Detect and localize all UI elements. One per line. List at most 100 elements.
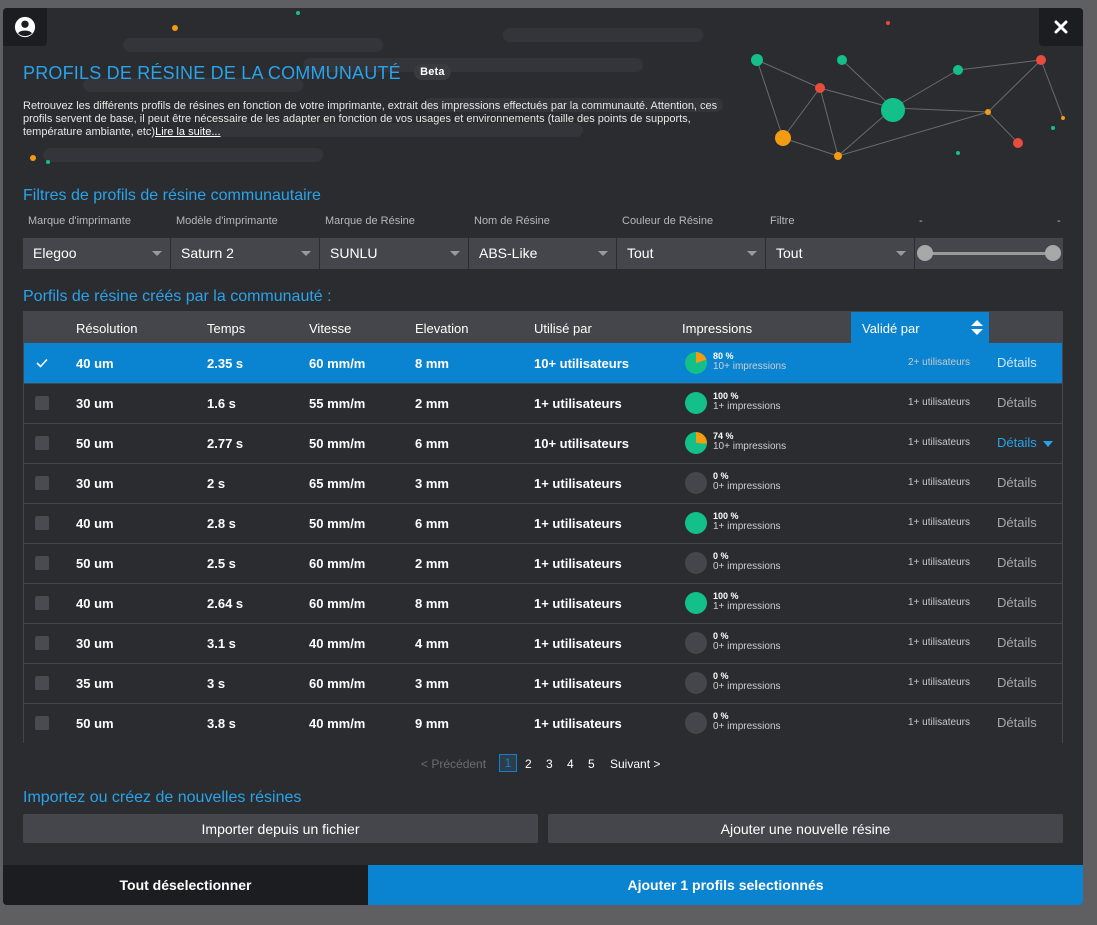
add-resin-button[interactable]: Ajouter une nouvelle résine [548,814,1063,843]
footer: Tout déselectionner Ajouter 1 profils se… [3,865,1083,905]
add-selected-button[interactable]: Ajouter 1 profils selectionnés [368,865,1083,905]
details-link[interactable]: Détails [997,675,1037,690]
table-row[interactable]: 30 um 3.1 s 40 mm/m 4 mm 1+ utilisateurs 0 % 0… [24,623,1062,663]
pagination-prev[interactable]: < Précédent [421,757,487,771]
details-label: Détails [997,355,1037,370]
success-rate: 100 % [713,591,739,601]
resin-name-select[interactable]: ABS-Like [469,238,617,269]
column-header-resolution[interactable]: Résolution [76,321,138,336]
filter-label: - [1057,215,1061,227]
details-link[interactable]: Détails [997,355,1037,370]
details-label: Détails [997,395,1037,410]
pagination-page-5[interactable]: 5 [588,757,595,771]
table-row[interactable]: 50 um 3.8 s 40 mm/m 9 mm 1+ utilisateurs 0 % 0… [24,703,1062,743]
resin-color-select[interactable]: Tout [617,238,766,269]
intro-paragraph: Retrouvez les différents profils de rési… [23,100,718,138]
deselect-all-button[interactable]: Tout déselectionner [3,865,368,905]
table-row[interactable]: 30 um 1.6 s 55 mm/m 2 mm 1+ utilisateurs 100 … [24,383,1062,423]
cell-res: 50 um [76,436,114,451]
column-header-prints[interactable]: Impressions [682,321,753,336]
print-count: 0+ impressions [713,681,781,692]
table-row[interactable]: 30 um 2 s 65 mm/m 3 mm 1+ utilisateurs 0 % 0+ … [24,463,1062,503]
cell-time: 2.35 s [207,356,244,371]
printer-brand-select[interactable]: Elegoo [23,238,171,269]
cell-used: 1+ utilisateurs [534,516,622,531]
pagination-page-1[interactable]: 1 [499,754,517,772]
cell-used: 10+ utilisateurs [534,356,630,371]
cell-speed: 60 mm/m [309,356,366,371]
filter-select[interactable]: Tout [766,238,915,269]
select-value: Elegoo [33,245,77,261]
column-header-used-by[interactable]: Utilisé par [534,321,592,336]
table-row[interactable]: 40 um 2.8 s 50 mm/m 6 mm 1+ utilisateurs 100 … [24,503,1062,543]
table-row[interactable]: 40 um 2.64 s 60 mm/m 8 mm 1+ utilisateurs 100… [24,583,1062,623]
cell-speed: 60 mm/m [309,556,366,571]
pagination-next[interactable]: Suivant > [610,757,661,771]
filter-label: Modèle d'imprimante [176,215,278,227]
success-rate: 100 % [713,511,739,521]
import-file-button[interactable]: Importer depuis un fichier [23,814,538,843]
details-link[interactable]: Détails [997,395,1037,410]
row-checkbox[interactable] [35,476,49,490]
cell-elev: 3 mm [415,476,449,491]
row-checkbox[interactable] [35,676,49,690]
column-header-validated-by[interactable]: Validé par [851,312,989,343]
details-link[interactable]: Détails [997,715,1037,730]
read-more-link[interactable]: Lire la suite... [155,126,221,138]
filter-label: - [919,215,923,227]
row-checkbox[interactable] [35,716,49,730]
slider-handle-min[interactable] [917,245,933,261]
cell-speed: 50 mm/m [309,436,366,451]
cell-res: 40 um [76,356,114,371]
details-link[interactable]: Détails [997,435,1053,450]
cell-elev: 8 mm [415,356,449,371]
details-label: Détails [997,715,1037,730]
success-rate: 0 % [713,471,729,481]
table-row[interactable]: 40 um 2.35 s 60 mm/m 8 mm 10+ utilisateurs 80… [24,343,1062,383]
table-row[interactable]: 50 um 2.5 s 60 mm/m 2 mm 1+ utilisateurs 0 % 0… [24,543,1062,583]
pagination-page-2[interactable]: 2 [525,757,532,771]
success-rate: 0 % [713,711,729,721]
row-checkbox[interactable] [35,356,49,370]
cell-res: 30 um [76,476,114,491]
range-slider[interactable] [915,238,1063,269]
details-link[interactable]: Détails [997,515,1037,530]
cell-used: 1+ utilisateurs [534,596,622,611]
cell-time: 1.6 s [207,396,236,411]
table-row[interactable]: 50 um 2.77 s 50 mm/m 6 mm 10+ utilisateurs 74… [24,423,1062,463]
details-label: Détails [997,435,1037,450]
close-button[interactable] [1039,8,1083,46]
row-checkbox[interactable] [35,596,49,610]
row-checkbox[interactable] [35,396,49,410]
validated-by: 1+ utilisateurs [908,437,970,448]
details-link[interactable]: Détails [997,555,1037,570]
slider-handle-max[interactable] [1045,245,1061,261]
row-checkbox[interactable] [35,556,49,570]
column-header-time[interactable]: Temps [207,321,246,336]
success-rate-pie [685,472,707,494]
details-link[interactable]: Détails [997,475,1037,490]
row-checkbox[interactable] [35,636,49,650]
details-link[interactable]: Détails [997,635,1037,650]
success-rate: 0 % [713,551,729,561]
filter-label: Nom de Résine [474,215,550,227]
details-link[interactable]: Détails [997,595,1037,610]
pagination-page-3[interactable]: 3 [546,757,553,771]
row-checkbox[interactable] [35,436,49,450]
filter-label: Marque d'imprimante [28,215,131,227]
cell-speed: 40 mm/m [309,716,366,731]
column-header-speed[interactable]: Vitesse [309,321,352,336]
account-button[interactable] [3,8,47,46]
cell-speed: 60 mm/m [309,596,366,611]
cell-elev: 2 mm [415,556,449,571]
column-header-elevation[interactable]: Elevation [415,321,469,336]
row-checkbox[interactable] [35,516,49,530]
table-row[interactable]: 35 um 3 s 60 mm/m 3 mm 1+ utilisateurs 0 % 0+ … [24,663,1062,703]
filter-label: Marque de Résine [325,215,415,227]
validated-by: 1+ utilisateurs [908,717,970,728]
resin-brand-select[interactable]: SUNLU [320,238,469,269]
success-rate-pie [685,392,707,414]
printer-model-select[interactable]: Saturn 2 [171,238,320,269]
pagination-page-4[interactable]: 4 [567,757,574,771]
details-label: Détails [997,675,1037,690]
